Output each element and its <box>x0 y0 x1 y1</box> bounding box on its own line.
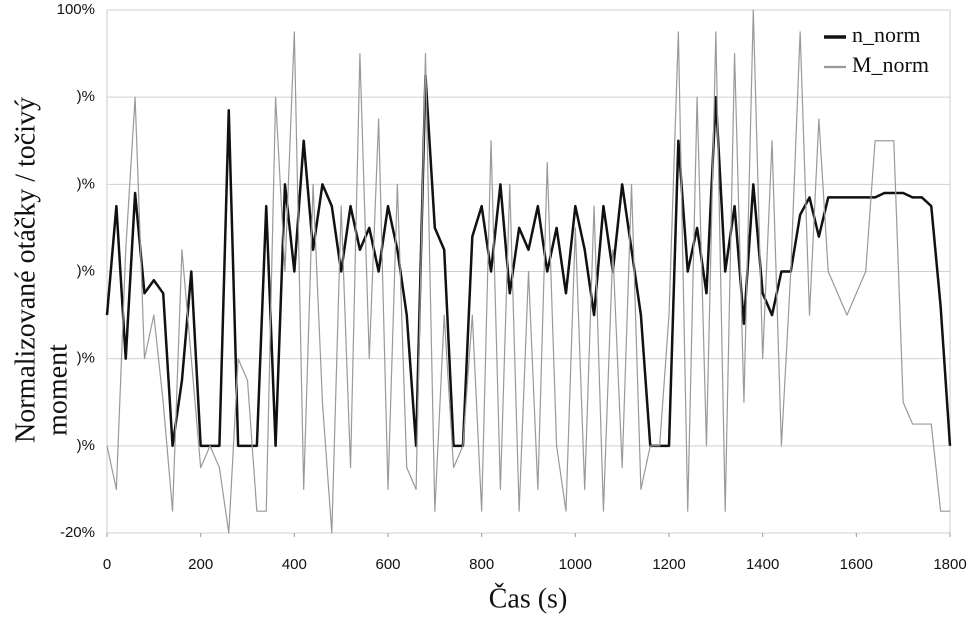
x-tick-label: 1400 <box>746 556 779 573</box>
y-axis-title: Normalizované otáčky / točivý moment <box>10 97 73 443</box>
x-tick-label: 1200 <box>652 556 685 573</box>
y-axis-title-line: moment <box>42 344 73 436</box>
legend: n_norm M_norm <box>822 22 948 84</box>
x-tick-label: 200 <box>188 556 213 573</box>
x-axis-title: Čas (s) <box>489 583 568 614</box>
x-tick-label: 600 <box>375 556 400 573</box>
x-tick-label: 800 <box>469 556 494 573</box>
series-line <box>105 74 952 448</box>
x-tick-label: 1800 <box>933 556 966 573</box>
x-tick-label: 1000 <box>559 556 592 573</box>
x-tick-label: 400 <box>282 556 307 573</box>
series-line <box>106 9 950 534</box>
legend-label: M_norm <box>852 52 929 77</box>
y-tick-label: )% <box>77 88 95 105</box>
legend-box <box>822 22 948 84</box>
y-tick-label: )% <box>77 437 95 454</box>
y-axis-title-line: Normalizované otáčky / točivý <box>10 97 41 443</box>
x-tick-label: 1600 <box>840 556 873 573</box>
y-tick-label: )% <box>77 175 95 192</box>
y-tick-label: )% <box>77 262 95 279</box>
y-tick-label: -20% <box>60 524 95 541</box>
x-tick-label: 0 <box>103 556 111 573</box>
legend-label: n_norm <box>852 22 920 47</box>
y-tick-label: 100% <box>57 1 95 18</box>
y-tick-label: )% <box>77 350 95 367</box>
